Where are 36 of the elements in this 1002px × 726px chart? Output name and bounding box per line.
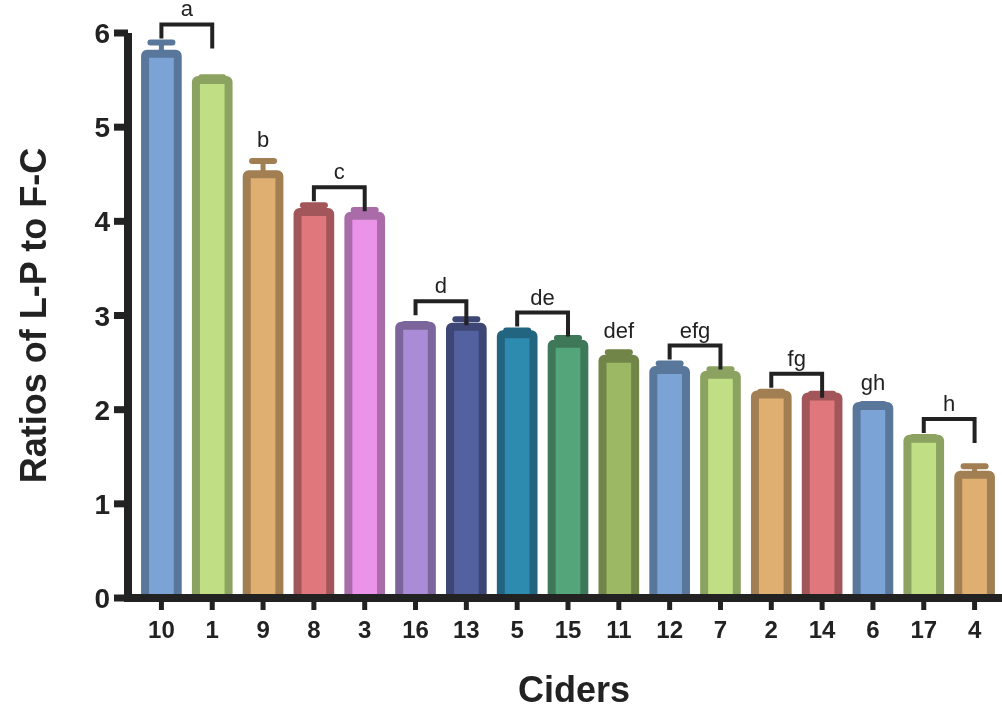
x-tick-label: 2 xyxy=(764,616,778,643)
annotation: d xyxy=(434,273,448,299)
annotation: de xyxy=(530,284,555,310)
x-tick-label: 16 xyxy=(402,616,429,643)
y-tick-label: 3 xyxy=(94,300,110,332)
x-tick-label: 12 xyxy=(656,616,683,643)
y-tick-label: 1 xyxy=(94,488,110,520)
y-tick-label: 2 xyxy=(94,394,110,426)
y-tick-label: 5 xyxy=(94,112,110,144)
annotation: c xyxy=(333,159,345,185)
x-tick-label: 9 xyxy=(256,616,270,643)
y-tick-label: 0 xyxy=(94,583,110,615)
x-tick-label: 3 xyxy=(358,616,372,643)
x-tick-label: 7 xyxy=(713,616,728,643)
annotation: gh xyxy=(860,370,886,396)
x-tick-label: 11 xyxy=(606,616,632,643)
annotation: b xyxy=(256,127,270,153)
x-axis-title: Ciders xyxy=(517,669,631,710)
x-tick-label: 15 xyxy=(554,616,582,643)
x-tick-label: 5 xyxy=(510,616,524,643)
x-tick-label: 8 xyxy=(307,616,321,643)
annotation: efg xyxy=(679,317,711,343)
y-tick-label: 4 xyxy=(94,206,111,238)
annotation: def xyxy=(603,318,635,344)
y-tick-label: 6 xyxy=(94,18,110,50)
x-tick-label: 10 xyxy=(148,616,175,643)
y-axis-title: Ratios of L-P to F-C xyxy=(13,147,54,484)
x-tick-label: 13 xyxy=(453,616,480,643)
x-tick-label: 17 xyxy=(910,616,938,643)
x-tick-label: 4 xyxy=(967,616,982,643)
x-tick-label: 14 xyxy=(808,616,837,643)
annotation: fg xyxy=(787,345,806,371)
annotation: h xyxy=(943,390,956,416)
annotation: a xyxy=(180,0,194,22)
x-tick-label: 6 xyxy=(866,616,880,643)
x-tick-label: 1 xyxy=(205,616,219,643)
